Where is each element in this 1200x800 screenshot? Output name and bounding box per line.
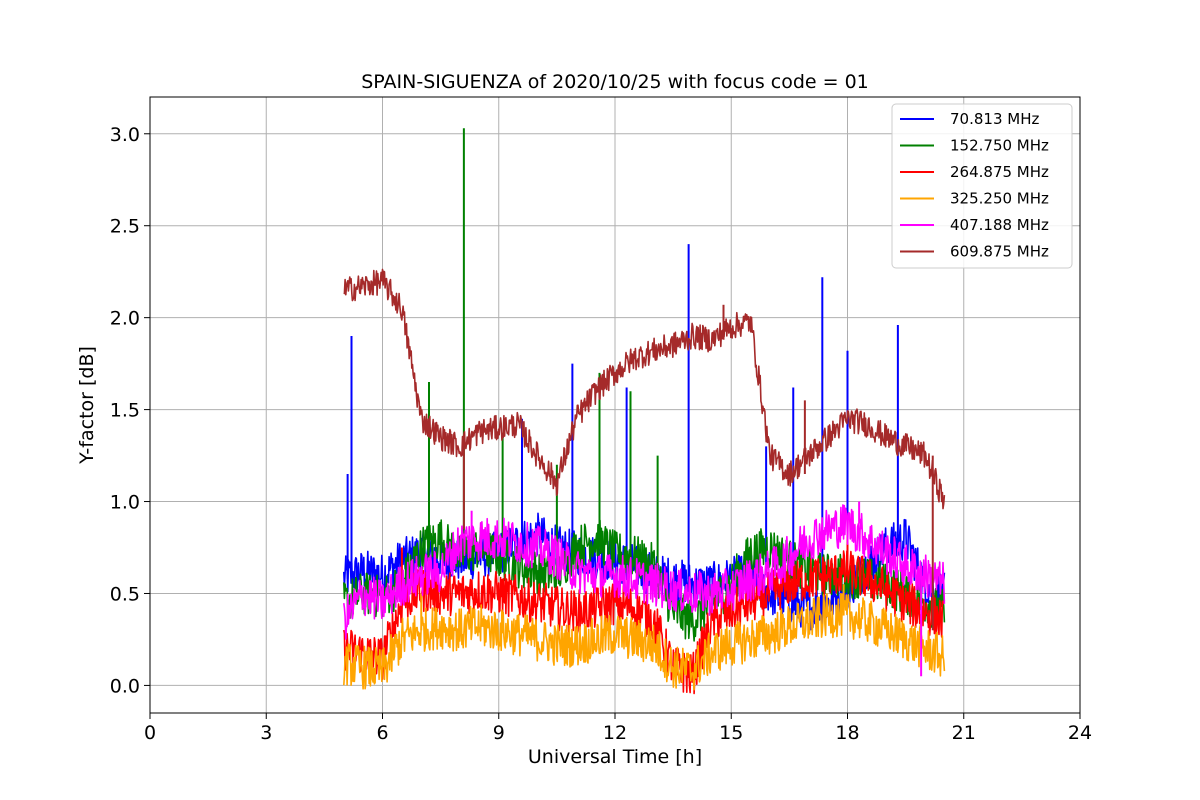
x-tick-label: 24 [1068,722,1092,744]
x-axis-label: Universal Time [h] [528,746,702,768]
legend-entry: 325.250 MHz [950,190,1049,208]
series-line [343,268,946,510]
y-tick-label: 1.5 [110,400,140,422]
series-line [343,504,946,640]
x-tick-label: 9 [493,722,505,744]
y-tick-label: 2.5 [110,216,140,238]
y-tick-label: 0.0 [110,675,140,697]
series-5 [343,268,946,631]
x-tick-label: 18 [835,722,859,744]
legend-entry: 264.875 MHz [950,163,1049,181]
legend-box [891,103,1073,269]
legend-entry: 407.188 MHz [950,216,1049,234]
x-tick-label: 0 [144,722,156,744]
x-tick-label: 21 [952,722,976,744]
series-4 [343,501,946,677]
x-tick-label: 15 [719,722,743,744]
grid [149,97,1081,713]
y-axis-label: Y-factor [dB] [76,346,98,465]
series-layer [343,128,946,695]
ticks: 0 3 6 9 12 15 18 21 24 0.0 0.5 1.0 1.5 2.0 2.5 3.0 [110,124,1092,744]
x-tick-label: 12 [603,722,627,744]
legend-entry: 70.813 MHz [950,110,1039,128]
y-tick-label: 3.0 [110,124,140,146]
y-tick-label: 0.5 [110,583,140,605]
chart-title: SPAIN-SIGUENZA of 2020/10/25 with focus … [361,71,869,93]
legend-entry: 152.750 MHz [950,137,1049,155]
x-tick-label: 3 [260,722,272,744]
y-tick-label: 2.0 [110,308,140,330]
x-tick-label: 6 [376,722,388,744]
legend-entry: 609.875 MHz [950,243,1049,261]
series-3 [343,584,946,691]
legend: 70.813 MHz 152.750 MHz 264.875 MHz 325.250 … [891,103,1073,269]
y-tick-label: 1.0 [110,492,140,514]
